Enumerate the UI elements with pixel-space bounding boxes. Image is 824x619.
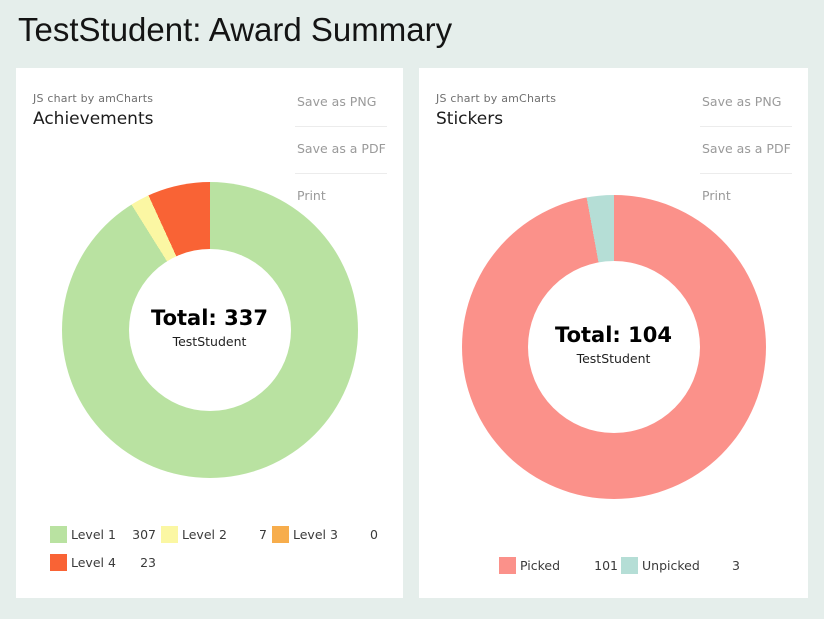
legend-value: 101 [594, 558, 618, 573]
legend-label: Level 1 [71, 527, 116, 542]
legend-swatch [272, 526, 289, 543]
donut-center: Total: 337 TestStudent [128, 249, 291, 411]
legend-label: Level 2 [182, 527, 227, 542]
menu-item-save-as-png[interactable]: Save as PNG [295, 90, 387, 127]
student-name-label: TestStudent [576, 350, 651, 366]
total-label: Total: 104 [555, 322, 672, 347]
legend-swatch [50, 554, 67, 571]
legend-item-unpicked[interactable]: Unpicked 3 [621, 557, 743, 574]
menu-item-print[interactable]: Print [702, 188, 731, 203]
donut-center: Total: 104 TestStudent [527, 261, 700, 433]
menu-item-save-as-png[interactable]: Save as PNG [700, 90, 792, 127]
chart-title-stickers: Stickers [436, 109, 504, 129]
legend-label: Level 3 [293, 527, 338, 542]
legend-value: 23 [140, 555, 156, 570]
menu-item-print[interactable]: Print [297, 188, 326, 203]
legend-value: 307 [132, 527, 156, 542]
legend-swatch [499, 557, 516, 574]
legend-item-level-4[interactable]: Level 4 23 [50, 554, 160, 571]
legend-swatch [161, 526, 178, 543]
page-title: TestStudent: Award Summary [18, 11, 453, 48]
legend-swatch [621, 557, 638, 574]
legend-label: Picked [520, 558, 561, 573]
achievements-chart-panel: JS chart by amCharts Achievements Save a… [16, 68, 403, 598]
stickers-donut-chart[interactable]: Total: 104 TestStudent [461, 195, 766, 499]
amcharts-credit-link[interactable]: JS chart by amCharts [33, 92, 154, 105]
legend-label: Unpicked [642, 558, 700, 573]
legend-item-picked[interactable]: Picked 101 [499, 557, 621, 574]
student-name-label: TestStudent [172, 333, 247, 349]
legend-value: 7 [259, 527, 267, 542]
export-menu: Save as PNG Save as a PDF Print [700, 90, 792, 230]
menu-item-save-as-a-pdf[interactable]: Save as a PDF [700, 137, 792, 174]
legend-item-level-1[interactable]: Level 1 307 [50, 526, 160, 543]
stickers-chart-panel: JS chart by amCharts Stickers Save as PN… [419, 68, 808, 598]
legend-swatch [50, 526, 67, 543]
legend: Picked 101 Unpicked 3 [499, 557, 799, 574]
legend-value: 3 [732, 558, 740, 573]
legend-label: Level 4 [71, 555, 116, 570]
legend-item-level-2[interactable]: Level 2 7 [161, 526, 271, 543]
amcharts-credit-link[interactable]: JS chart by amCharts [436, 92, 557, 105]
legend-item-level-3[interactable]: Level 3 0 [272, 526, 382, 543]
achievements-donut-chart[interactable]: Total: 337 TestStudent [61, 182, 358, 478]
menu-item-save-as-a-pdf[interactable]: Save as a PDF [295, 137, 387, 174]
legend-value: 0 [370, 527, 378, 542]
legend: Level 1 307 Level 2 7 Level 3 0 Level 4 23 [50, 526, 394, 571]
export-menu: Save as PNG Save as a PDF Print [295, 90, 387, 230]
chart-title-achievements: Achievements [33, 109, 154, 129]
charts-container: JS chart by amCharts Achievements Save a… [16, 68, 808, 598]
total-label: Total: 337 [151, 305, 268, 330]
